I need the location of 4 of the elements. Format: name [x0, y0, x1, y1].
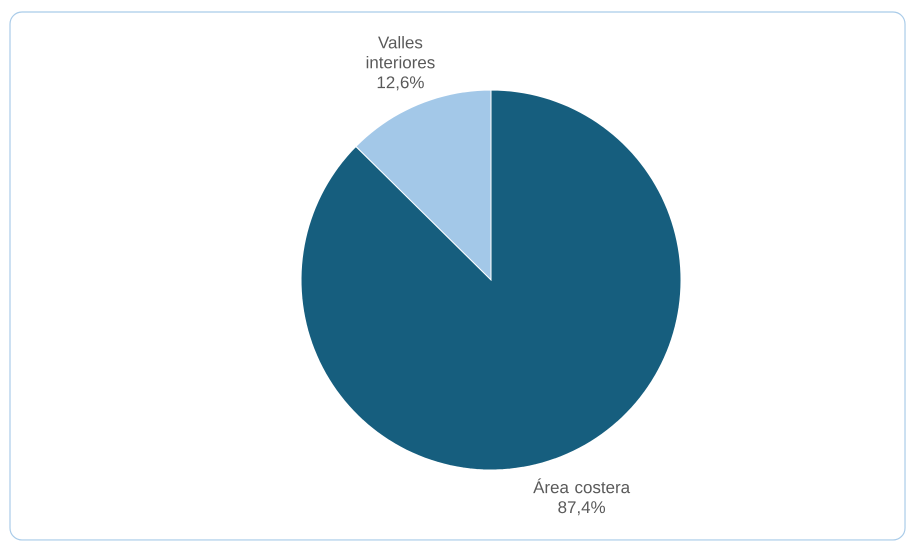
data-label: 12,6%	[378, 76, 424, 91]
data-label: 87,4%	[558, 501, 606, 516]
slice-label: Área costera	[533, 478, 630, 494]
slice-label: Valles interiores	[366, 36, 435, 69]
